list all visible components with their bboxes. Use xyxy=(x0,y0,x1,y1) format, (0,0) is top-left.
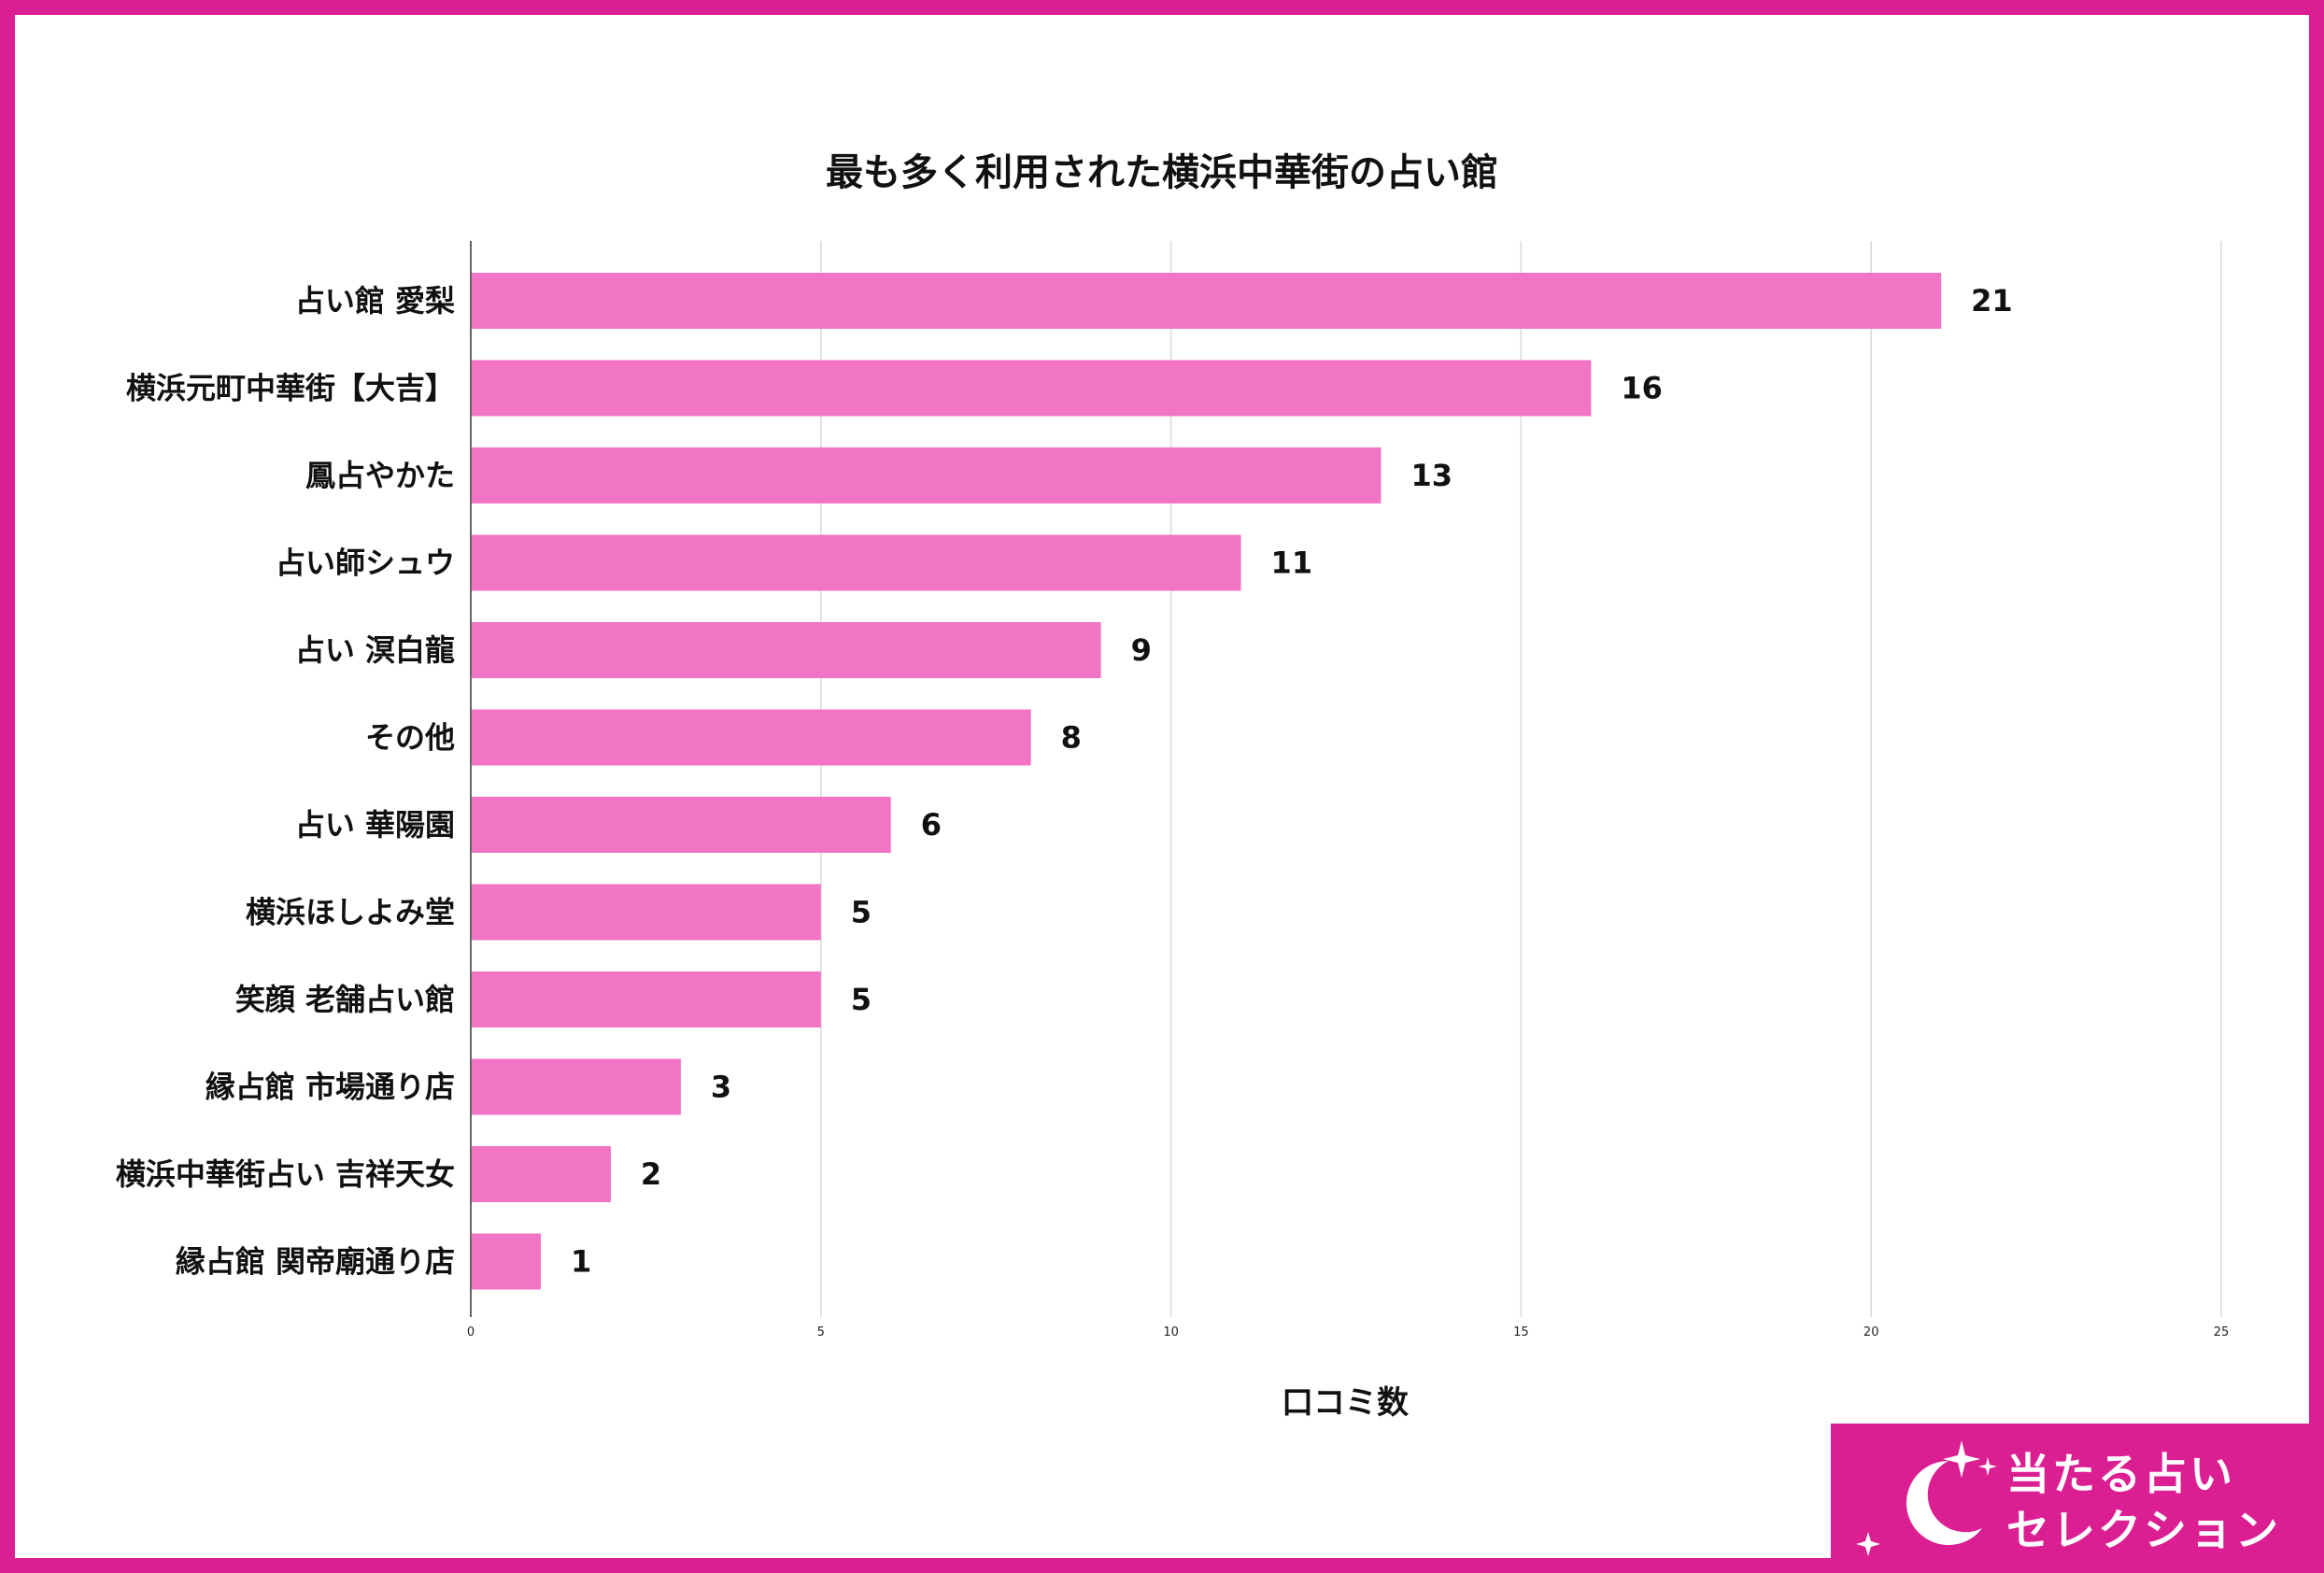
x-tick-label: 0 xyxy=(467,1325,475,1339)
bar xyxy=(472,1233,541,1290)
data-label: 3 xyxy=(711,1070,731,1105)
category-label: 横浜元町中華街【大吉】 xyxy=(126,371,455,406)
bar xyxy=(472,971,821,1027)
bar xyxy=(472,1058,681,1115)
category-label: その他 xyxy=(365,720,455,756)
data-label: 9 xyxy=(1131,632,1152,668)
category-label: 横浜ほしよみ堂 xyxy=(246,895,455,930)
bar xyxy=(472,1146,611,1202)
bar xyxy=(472,797,891,853)
bar xyxy=(472,447,1382,503)
crescent-moon-with-sparkles-icon xyxy=(1856,1440,1997,1556)
bar xyxy=(472,709,1031,766)
x-tick-label: 20 xyxy=(1863,1325,1879,1339)
data-label: 16 xyxy=(1621,371,1663,406)
category-label: 占い館 愛梨 xyxy=(295,283,455,319)
bar xyxy=(472,884,821,941)
x-axis-label: 口コミ数 xyxy=(1282,1384,1409,1422)
x-tick-label: 5 xyxy=(817,1325,825,1339)
bar xyxy=(472,273,1942,329)
data-label: 1 xyxy=(571,1244,591,1280)
data-label: 5 xyxy=(851,895,872,930)
bar xyxy=(472,622,1101,678)
data-label: 5 xyxy=(851,982,872,1017)
category-label: 鳳占やかた xyxy=(305,458,455,493)
data-label: 2 xyxy=(641,1156,661,1192)
category-label: 占い 溟白龍 xyxy=(295,632,455,668)
category-label: 占い師シュウ xyxy=(276,546,455,581)
data-label: 13 xyxy=(1410,458,1452,493)
logo-text-line2: セレクション xyxy=(2006,1505,2281,1555)
data-label: 6 xyxy=(921,807,942,843)
category-label: 占い 華陽園 xyxy=(295,807,455,843)
category-label: 横浜中華街占い 吉祥天女 xyxy=(116,1156,455,1192)
bar xyxy=(472,534,1241,591)
logo-text-line1: 当たる占い xyxy=(2006,1449,2235,1499)
data-label: 11 xyxy=(1271,546,1313,581)
x-tick-label: 25 xyxy=(2214,1325,2230,1339)
brand-logo: 当たる占い セレクション xyxy=(1831,1424,2309,1558)
x-tick-label: 10 xyxy=(1163,1325,1179,1339)
chart-title: 最も多く利用された横浜中華街の占い館 xyxy=(826,151,1498,194)
data-label: 8 xyxy=(1061,720,1082,756)
category-label: 笑顔 老舗占い館 xyxy=(235,982,455,1017)
category-label: 縁占館 関帝廟通り店 xyxy=(176,1244,455,1280)
data-label: 21 xyxy=(1971,283,2013,319)
bar xyxy=(472,360,1592,417)
category-label: 縁占館 市場通り店 xyxy=(205,1070,455,1105)
x-tick-label: 15 xyxy=(1513,1325,1529,1339)
